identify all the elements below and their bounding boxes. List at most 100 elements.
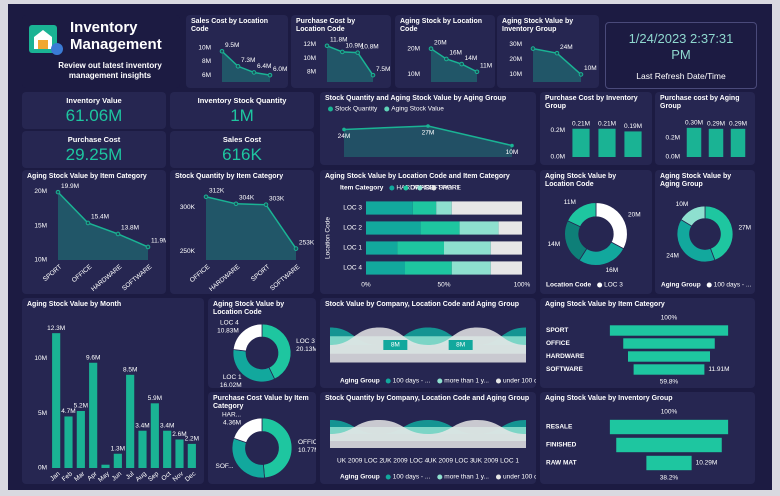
chart-panel: 10M 20M 20M 16M 14M 11M Aging Stock by Locatio… [395, 15, 495, 88]
data-label: 16.02M [220, 382, 242, 388]
funnel-bar [623, 338, 715, 349]
y-tick-label: HARDWARE [546, 353, 585, 360]
data-label: 15.4M [91, 214, 109, 221]
point [578, 72, 584, 77]
chart-panel: 0.0M 0.2M 0.30M 0.29M 0.29M Purchase cost by … [655, 92, 755, 165]
x-tick-label: Oct [160, 470, 172, 482]
refresh-value: 1/24/2023 2:37:31 PM [628, 31, 734, 62]
data-label: 10M [584, 65, 597, 72]
point [474, 69, 480, 75]
point [370, 72, 376, 78]
bar [163, 430, 172, 468]
x-tick-label: Jan [49, 470, 62, 482]
chart-plot: 27M 24M 10M Aging Group 100 days - ... [661, 201, 751, 289]
bar [76, 410, 85, 468]
chart-plot: 100% RESALE FINISHED RAW MAT 10.29M 38.2% [546, 409, 729, 482]
point [324, 43, 330, 49]
slice-category: LOC 4 [220, 320, 239, 327]
slice-category: OFFICE [298, 439, 316, 446]
slice [564, 220, 588, 262]
kpi-card: Inventory Value 61.06M [22, 92, 166, 129]
funnel-bar [633, 364, 705, 375]
point [342, 127, 346, 132]
funnel-bar [646, 455, 692, 471]
data-label: 3.4M [160, 422, 174, 429]
chart-plot: Stock Quantity Aging Stock Value 24M 27M 10M [328, 106, 518, 157]
y-tick-label: 10M [303, 55, 316, 62]
bar [175, 439, 184, 468]
chart-title: Aging Stock Value by Item Category [27, 173, 147, 180]
x-tick-label: UK 2009 LOC 1 [473, 458, 519, 465]
point [267, 72, 273, 78]
data-label: 14M [465, 55, 478, 62]
x-tick-label: Feb [61, 470, 74, 483]
bar [730, 128, 746, 157]
bar-segment [366, 261, 405, 275]
point [233, 201, 239, 207]
chart-title: Sales Cost by Location Code [191, 18, 269, 33]
legend-swatch [384, 106, 390, 112]
point [459, 61, 464, 67]
legend-swatch [417, 185, 423, 191]
chart-panel: OFFICE10.77M SOF... HAR...4.36M Purchase Co… [208, 392, 316, 484]
chart-title: Aging Stock Value by Month [27, 301, 122, 308]
y-tick-label: 10M [34, 257, 47, 264]
kpi-label: Sales Cost [222, 135, 262, 144]
y-tick-label: 20M [34, 188, 47, 195]
data-label: 10.83M [217, 328, 239, 335]
chart-title: Stock Quantity and Aging Stock Value by … [325, 95, 507, 102]
data-label: 0.29M [729, 121, 747, 128]
bar [126, 374, 135, 468]
bar [187, 443, 196, 468]
data-label: 13.8M [121, 225, 139, 232]
y-tick-label: 0.2M [551, 127, 565, 134]
x-tick-label: 0% [361, 282, 371, 289]
kpi-value: 1M [230, 106, 254, 125]
data-label: 2.6M [172, 431, 186, 438]
chart-title: Stock Quantity by Company, Location Code… [325, 395, 530, 402]
y-tick-label: LOC 3 [343, 205, 362, 212]
line [57, 191, 149, 248]
y-tick-label: 8M [202, 58, 211, 65]
data-label: 6.4M [257, 63, 271, 70]
x-tick-label: Mar [73, 470, 87, 483]
legend-label: under 100 d... [503, 378, 536, 385]
chart-panel: 10M 15M 20M 19.9M SPORT 15.4M OFFICE 13.8M HARDW… [22, 170, 166, 294]
y-tick-label: 20M [407, 45, 420, 52]
chart-title: Aging Stock Value by Location Code [213, 301, 285, 316]
y-tick-label: 10M [407, 71, 420, 78]
data-label: 4.7M [61, 408, 75, 415]
data-label: 3.4M [135, 422, 149, 429]
chart-title: Stock Quantity by Item Category [175, 173, 284, 180]
legend-label: Aging Stock Value [391, 106, 444, 113]
data-label: 11M [564, 199, 576, 206]
legend-swatch [328, 106, 333, 112]
legend-label: HARDWARE [396, 185, 434, 192]
point [340, 49, 345, 55]
legend-swatch [437, 474, 443, 480]
y-tick-label: 250K [180, 248, 196, 255]
y-tick-label: 0M [38, 465, 47, 472]
legend-swatch [597, 282, 603, 288]
data-label: 27M [422, 130, 435, 137]
legend-label: more than 1 y... [444, 378, 489, 385]
legend-label: Stock Quantity [335, 106, 378, 113]
bar [113, 453, 122, 468]
header: Inventory Management Review out latest i… [22, 15, 180, 88]
chart-title: Aging Stock Value by Inventory Group [545, 395, 673, 402]
line [221, 50, 271, 76]
slice [680, 205, 706, 227]
y-tick-label: 15M [34, 222, 47, 229]
bar [708, 128, 724, 157]
bar-segment [366, 241, 398, 255]
chart-plot: 8M 8M Aging Group 100 days - ... more than 1… [330, 327, 536, 385]
data-label: 7.3M [241, 57, 255, 64]
bar [686, 127, 702, 157]
legend-label: SOFTWARE [424, 185, 461, 192]
legend-swatch [431, 185, 437, 191]
data-label: 4.36M [223, 419, 241, 426]
chart-title: Purchase Cost by Inventory Group [545, 95, 638, 110]
chart-panel: 100% SPORT OFFICE HARDWARE SOFTWARE 11.91M 59.… [540, 298, 755, 388]
legend-label: LOC 3 [604, 282, 623, 289]
